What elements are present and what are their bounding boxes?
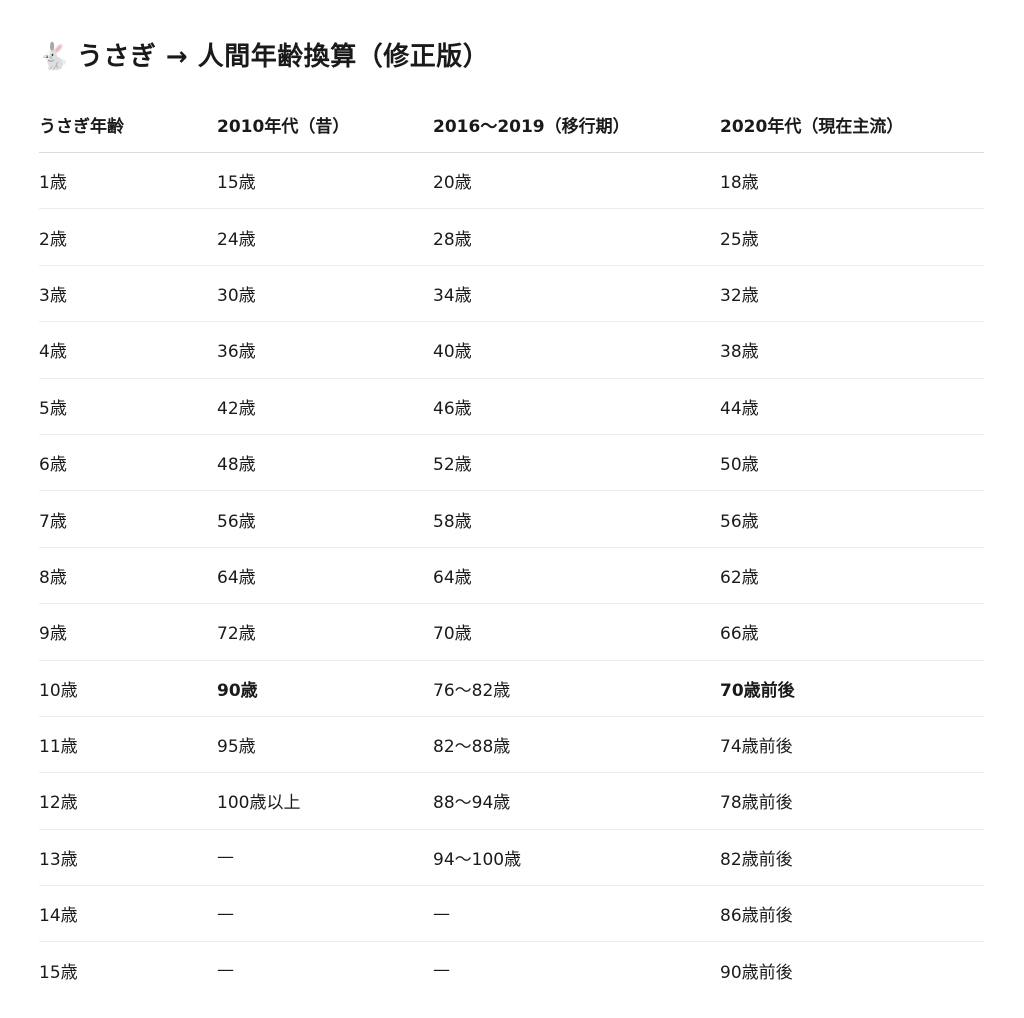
table-cell: 2歳	[39, 208, 217, 266]
table-cell: 58歳	[433, 490, 720, 548]
table-row: 4歳 36歳 40歳 38歳	[39, 321, 984, 379]
table-cell: 74歳前後	[720, 716, 984, 774]
table-cell: 32歳	[720, 265, 984, 323]
table-cell: 28歳	[433, 208, 720, 266]
table-row: 12歳 100歳以上 88〜94歳 78歳前後	[39, 772, 984, 830]
column-header: 2020年代（現在主流）	[720, 96, 984, 153]
table-row: 7歳 56歳 58歳 56歳	[39, 490, 984, 548]
table-cell: 4歳	[39, 321, 217, 379]
table-cell: 48歳	[217, 434, 433, 492]
age-conversion-table: うさぎ年齢 2010年代（昔） 2016〜2019（移行期） 2020年代（現在…	[39, 96, 984, 998]
page-title-text: うさぎ → 人間年齢換算（修正版）	[76, 42, 490, 72]
table-cell: 10歳	[39, 660, 217, 717]
table-cell: 8歳	[39, 547, 217, 605]
table-cell: 52歳	[433, 434, 720, 492]
table-cell: 15歳	[217, 152, 433, 210]
column-header: 2010年代（昔）	[217, 96, 433, 153]
table-row: 3歳 30歳 34歳 32歳	[39, 265, 984, 323]
table-cell: 30歳	[217, 265, 433, 323]
table-cell: 46歳	[433, 378, 720, 435]
table-cell: 7歳	[39, 490, 217, 548]
table-cell: 82〜88歳	[433, 716, 720, 774]
table-cell: 95歳	[217, 716, 433, 774]
table-header-row: うさぎ年齢 2010年代（昔） 2016〜2019（移行期） 2020年代（現在…	[39, 96, 984, 153]
page-title: 🐇 うさぎ → 人間年齢換算（修正版）	[38, 36, 489, 73]
table-cell: 56歳	[720, 490, 984, 548]
table-cell: 64歳	[433, 547, 720, 605]
table-cell: —	[217, 829, 433, 887]
table-cell: 70歳前後	[720, 660, 984, 717]
table-cell: 6歳	[39, 434, 217, 492]
table-cell: 1歳	[39, 152, 217, 210]
table-cell: 11歳	[39, 716, 217, 774]
table-cell: 88〜94歳	[433, 772, 720, 830]
table-row: 1歳 15歳 20歳 18歳	[39, 152, 984, 210]
table-cell: 40歳	[433, 321, 720, 379]
table-cell: 38歳	[720, 321, 984, 379]
table-cell: 34歳	[433, 265, 720, 323]
table-cell: 18歳	[720, 152, 984, 210]
table-cell: 25歳	[720, 208, 984, 266]
table-cell: 66歳	[720, 603, 984, 661]
column-header: うさぎ年齢	[39, 96, 217, 153]
table-cell: 94〜100歳	[433, 829, 720, 887]
table-cell: —	[217, 885, 433, 943]
table-row: 5歳 42歳 46歳 44歳	[39, 378, 984, 435]
table-cell: 20歳	[433, 152, 720, 210]
table-cell: 5歳	[39, 378, 217, 435]
table-cell: 13歳	[39, 829, 217, 887]
table-cell: 12歳	[39, 772, 217, 830]
column-header: 2016〜2019（移行期）	[433, 96, 720, 153]
table-cell: 24歳	[217, 208, 433, 266]
table-cell: 44歳	[720, 378, 984, 435]
table-row: 6歳 48歳 52歳 50歳	[39, 434, 984, 492]
table-cell: 50歳	[720, 434, 984, 492]
table-body: 1歳 15歳 20歳 18歳 2歳 24歳 28歳 25歳 3歳 30歳 34歳 32歳 4歳 36歳 40…	[39, 152, 984, 998]
table-cell: 14歳	[39, 885, 217, 943]
table-cell: 78歳前後	[720, 772, 984, 830]
table-cell: 90歳前後	[720, 962, 793, 983]
table-cell: —	[217, 960, 234, 981]
table-row: 9歳 72歳 70歳 66歳	[39, 603, 984, 661]
table-cell: 42歳	[217, 378, 433, 435]
table-cell: 100歳以上	[217, 772, 433, 830]
table-cell: 86歳前後	[720, 885, 984, 943]
table-cell: 70歳	[433, 603, 720, 661]
table-cell: 56歳	[217, 490, 433, 548]
table-row: 10歳 90歳 76〜82歳 70歳前後	[39, 660, 984, 717]
table-row: 11歳 95歳 82〜88歳 74歳前後	[39, 716, 984, 774]
table-row: 14歳 — —86歳前後	[39, 885, 984, 943]
table-cell: 90歳	[217, 660, 433, 717]
table-cell: 62歳	[720, 547, 984, 605]
table-cell: 76〜82歳	[433, 660, 720, 717]
table-row: 15歳 — — 90歳前後	[39, 942, 984, 998]
table-cell: —	[433, 885, 720, 943]
rabbit-icon: 🐇	[38, 42, 71, 72]
table-cell: 36歳	[217, 321, 433, 379]
table-row: 2歳 24歳 28歳 25歳	[39, 208, 984, 266]
table-row: 13歳 —94〜100歳 82歳前後	[39, 829, 984, 887]
table-cell: 72歳	[217, 603, 433, 661]
table-cell: 15歳	[39, 962, 78, 983]
table-cell: 82歳前後	[720, 829, 984, 887]
table-cell: 3歳	[39, 265, 217, 323]
table-cell: —	[433, 960, 450, 981]
table-row: 8歳 64歳 64歳 62歳	[39, 547, 984, 605]
table-cell: 9歳	[39, 603, 217, 661]
table-cell: 64歳	[217, 547, 433, 605]
